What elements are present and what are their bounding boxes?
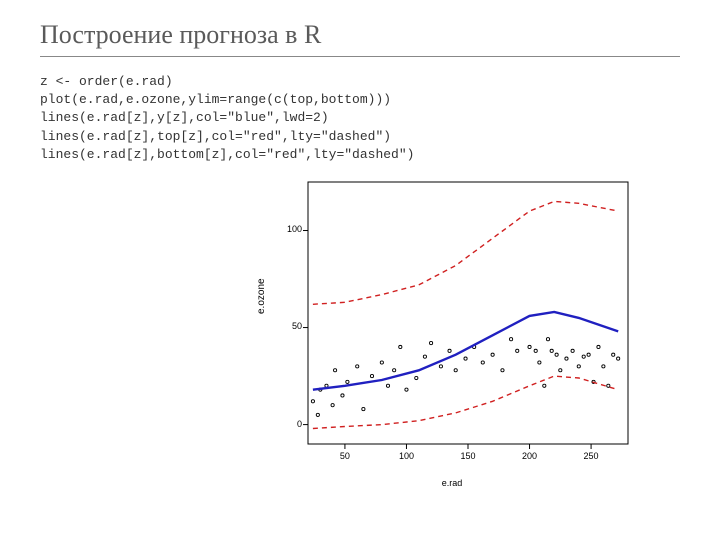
y-tick-label: 50 <box>278 321 302 331</box>
x-tick-label: 150 <box>453 451 483 461</box>
title-underline <box>40 56 680 57</box>
slide-title: Построение прогноза в R <box>40 20 680 50</box>
chart-svg <box>264 174 640 474</box>
chart-container: e.ozone e.rad 50100150200250050100 <box>40 174 680 484</box>
x-axis-label: e.rad <box>264 478 640 488</box>
x-tick-label: 50 <box>330 451 360 461</box>
x-tick-label: 200 <box>515 451 545 461</box>
code-block: z <- order(e.rad) plot(e.rad,e.ozone,yli… <box>40 73 680 164</box>
x-tick-label: 100 <box>391 451 421 461</box>
y-tick-label: 0 <box>278 419 302 429</box>
y-tick-label: 100 <box>278 224 302 234</box>
plot-frame <box>308 182 628 444</box>
chart-area: e.ozone e.rad 50100150200250050100 <box>264 174 640 484</box>
x-tick-label: 250 <box>576 451 606 461</box>
slide: Построение прогноза в R z <- order(e.rad… <box>0 0 720 540</box>
y-axis-label: e.ozone <box>256 278 267 314</box>
